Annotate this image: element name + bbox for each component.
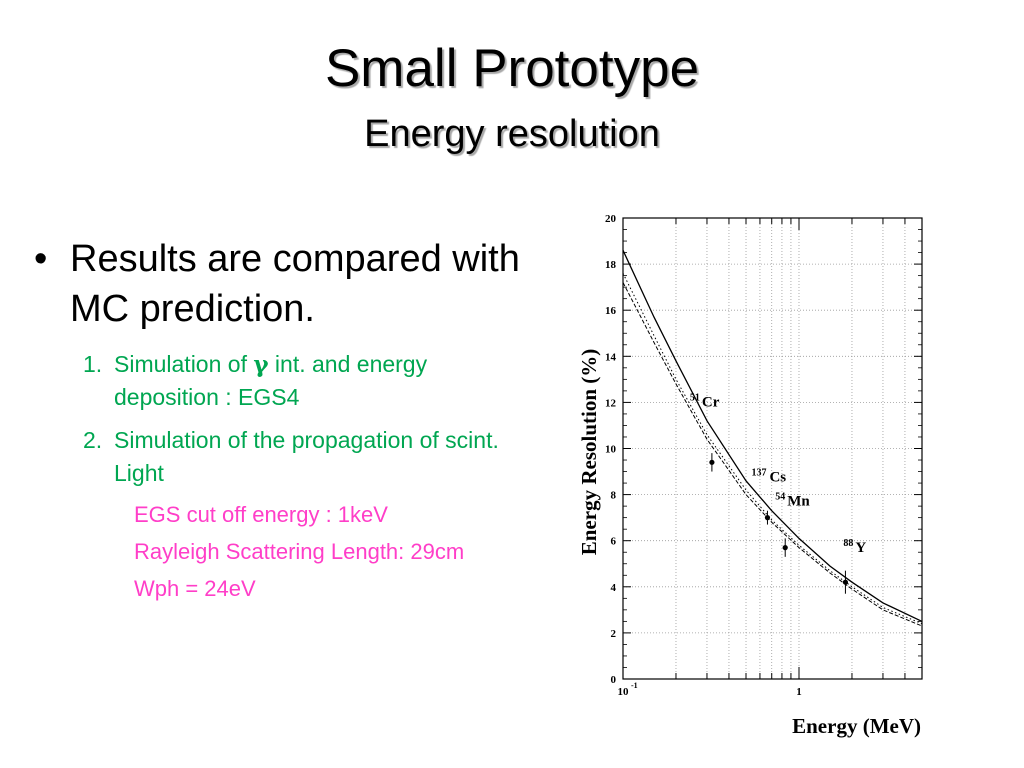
y-tick-label: 18 xyxy=(605,259,617,271)
isotope-label: Cs xyxy=(769,470,786,486)
x-tick-label: 10 xyxy=(618,686,630,698)
isotope-label: Mn xyxy=(787,494,810,510)
isotope-mass-label: 88 xyxy=(843,538,853,549)
isotope-mass-label: 137 xyxy=(751,468,766,479)
y-tick-label: 6 xyxy=(611,536,617,548)
main-bullet: • Results are compared with MC predictio… xyxy=(34,234,534,334)
x-tick-label: 1 xyxy=(796,686,802,698)
gamma-symbol: γ xyxy=(253,351,269,378)
mc-curve-solid xyxy=(622,250,923,622)
item-text: Simulation of the propagation of scint. … xyxy=(114,427,499,486)
numbered-item: 1. Simulation of γ int. and energy depos… xyxy=(83,348,523,414)
y-tick-label: 0 xyxy=(611,674,617,686)
y-tick-label: 4 xyxy=(611,582,617,594)
y-tick-label: 8 xyxy=(611,490,617,502)
detail-item: EGS cut off energy : 1keV xyxy=(134,502,388,527)
numbered-item: 2. Simulation of the propagation of scin… xyxy=(83,424,523,490)
item-number: 1. xyxy=(83,351,103,377)
isotope-label: Y xyxy=(855,540,866,556)
isotope-mass-label: 51 xyxy=(690,392,700,403)
item-text-end: int. and energy deposition : EGS4 xyxy=(114,351,428,410)
y-axis-label: Energy Resolution (%) xyxy=(577,349,601,556)
bullet-marker: • xyxy=(34,238,48,280)
data-point xyxy=(764,515,771,521)
y-tick-label: 12 xyxy=(605,397,617,409)
y-tick-label: 14 xyxy=(605,351,617,363)
data-point xyxy=(709,459,715,465)
slide-title: Small Prototype xyxy=(324,39,700,98)
item-number: 2. xyxy=(83,427,103,453)
detail-item: Wph = 24eV xyxy=(134,576,256,601)
mc-curve-dashed xyxy=(622,282,923,627)
detail-list: EGS cut off energy : 1keV Rayleigh Scatt… xyxy=(134,496,554,607)
numbered-list: 1. Simulation of γ int. and energy depos… xyxy=(83,348,523,500)
isotope-label: Cr xyxy=(702,394,720,410)
item-text-start: Simulation of xyxy=(114,351,254,377)
data-points: 51 Cr 137 Cs 54 Mn 88 Y xyxy=(690,392,866,594)
data-point xyxy=(782,545,788,551)
x-axis-label: Energy (MeV) xyxy=(792,714,921,738)
y-tick-label: 10 xyxy=(605,444,617,456)
grid-lines xyxy=(623,218,922,679)
y-tick-label: 20 xyxy=(605,213,617,225)
data-point xyxy=(842,579,849,585)
mc-curves xyxy=(622,250,923,627)
y-tick-label: 16 xyxy=(605,305,617,317)
isotope-mass-label: 54 xyxy=(775,492,785,503)
detail-item: Rayleigh Scattering Length: 29cm xyxy=(134,539,465,564)
y-tick-label: 2 xyxy=(611,628,617,640)
x-tick-exponent: -1 xyxy=(631,681,638,690)
slide-subtitle: Energy resolution xyxy=(364,113,660,155)
plot-frame xyxy=(622,217,923,680)
mc-curve-dotted xyxy=(622,273,923,625)
bullet-text: Results are compared with MC prediction. xyxy=(70,238,520,330)
